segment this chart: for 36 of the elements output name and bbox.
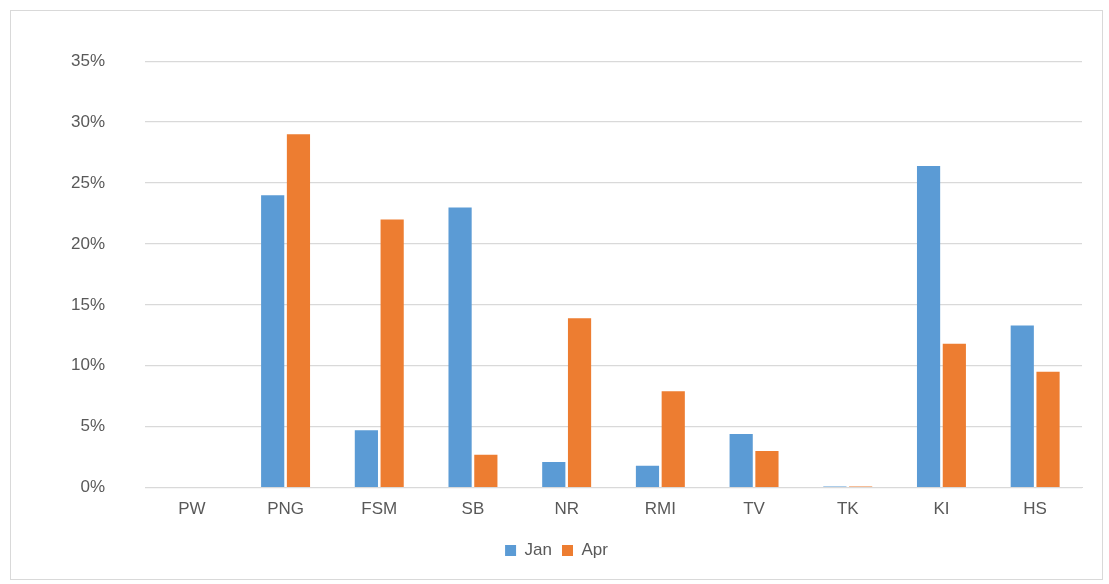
y-tick-label: 25% [70,172,106,192]
bar [448,207,472,487]
bar [474,454,498,487]
y-tick-label: 30% [70,111,106,131]
x-tick-label: KI [933,499,950,519]
y-tick-label: 10% [70,355,106,375]
bar [1036,371,1060,487]
bar [354,430,378,487]
y-tick-label: 5% [80,416,106,436]
x-tick-label: PNG [267,499,304,519]
y-tick-label: 20% [70,233,106,253]
x-tick-label: NR [554,499,579,519]
bar [916,165,941,487]
x-tick-label: TV [743,499,766,519]
bar [567,318,592,487]
bar [755,451,779,487]
y-tick-label: 35% [70,50,106,70]
bar [261,195,285,487]
bar [380,219,404,487]
x-tick-label: FSM [361,499,398,519]
x-tick-label: TK [836,499,860,519]
x-tick-label: RMI [644,499,676,519]
bar [942,343,966,487]
y-tick-label: 0% [80,477,106,497]
bar [1010,325,1034,487]
bar [542,462,566,487]
legend-label: Apr [581,540,609,560]
y-tick-label: 15% [70,294,106,314]
bar [661,391,685,487]
bar [286,134,311,487]
x-tick-label: SB [461,499,485,519]
x-tick-label: PW [178,499,206,519]
bar [729,434,753,487]
x-tick-label: HS [1023,499,1047,519]
legend-label: Jan [524,540,552,560]
bar [635,465,660,487]
